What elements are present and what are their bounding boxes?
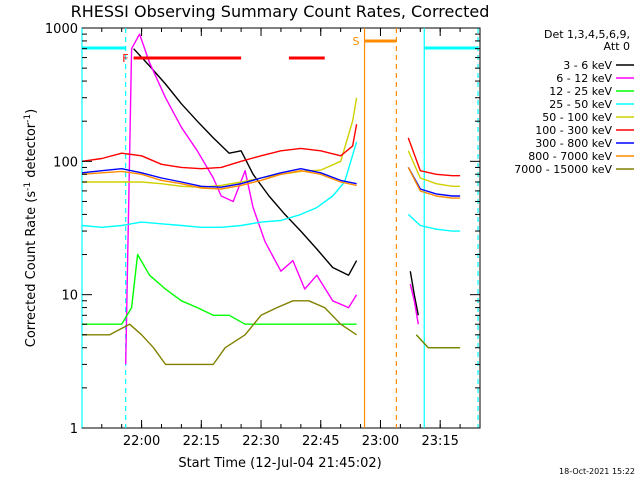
x-tick-label-23-15: 23:15 [421,434,458,449]
series-line-50-100-kev-after-gap [407,150,461,188]
series-line-50-100-kev [82,97,358,188]
legend-detector-line2: Att 0 [604,40,630,53]
legend-label-100-300-kev: 100 - 300 keV [535,124,612,137]
series-line-25-50-kev-after-gap [407,213,461,232]
series-line-12-25-kev [82,253,357,325]
legend-label-25-50-kev: 25 - 50 keV [549,98,612,111]
series-line-3-6-kev-after-gap [409,271,419,316]
y-label-sup1: -1 [23,182,33,191]
y-label-part1: Corrected Count Rate (s [24,191,39,348]
series-line-800-7000-kev-after-gap [407,167,461,199]
y-axis: 1 10 100 1000 [45,22,480,437]
x-tick-label-22-45: 22:45 [302,434,339,449]
flag-label-s: S [353,35,360,48]
series-layer [81,33,461,366]
x-tick-label-22-15: 22:15 [183,434,220,449]
x-tick-label-23-00: 23:00 [362,434,399,449]
y-tick-label-1: 1 [70,422,78,437]
series-line-3-6-kev [133,48,358,276]
legend-label-7000-15000-kev: 7000 - 15000 keV [514,163,612,176]
series-line-7000-15000-kev-after-gap [415,334,461,349]
y-label-part3: ) [24,109,39,114]
markers-layer [81,28,479,428]
generation-timestamp: 18-Oct-2021 15:22 [559,467,635,476]
series-line-100-300-kev-after-gap [407,137,461,177]
legend-label-50-100-kev: 50 - 100 keV [542,111,612,124]
legend-label-3-6-kev: 3 - 6 keV [563,59,612,72]
series-line-6-12-kev-after-gap [409,283,419,325]
x-tick-label-22-30: 22:30 [242,434,279,449]
flag-label-f: F [122,52,128,65]
series-line-300-800-kev [81,167,357,188]
series-line-800-7000-kev [81,169,357,190]
legend-label-800-7000-kev: 800 - 7000 keV [528,150,612,163]
series-line-6-12-kev [125,33,358,365]
plot-frame [81,27,481,429]
x-axis: 22:00 22:15 22:30 22:45 23:00 23:15 [101,28,481,449]
plot-area: FS [81,27,481,429]
y-tick-label-10: 10 [61,289,78,304]
legend-label-12-25-kev: 12 - 25 keV [549,85,612,98]
y-label-sup2: -1 [23,114,33,123]
legend-label-6-12-kev: 6 - 12 keV [556,72,612,85]
y-axis-label: Corrected Count Rate (s-1 detector-1) [23,109,39,347]
y-tick-label-1000: 1000 [45,22,78,37]
y-tick-label-100: 100 [53,155,78,170]
chart-title: RHESSI Observing Summary Count Rates, Co… [71,2,490,21]
legend-detector-line1: Det 1,3,4,5,6,9, [544,28,630,41]
series-line-7000-15000-kev [82,300,357,366]
y-label-part2: detector [24,122,39,182]
series-line-25-50-kev [81,141,358,229]
flags-layer: FS [122,35,397,65]
x-tick-label-22-00: 22:00 [123,434,160,449]
x-axis-label: Start Time (12-Jul-04 21:45:02) [178,456,381,471]
series-line-100-300-kev [81,124,358,170]
legend-label-300-800-kev: 300 - 800 keV [535,137,612,150]
